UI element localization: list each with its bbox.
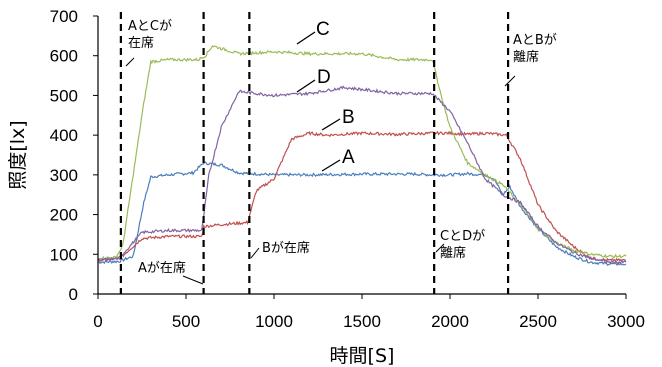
x-axis-title: 時間[S] [330, 345, 395, 367]
annotation-box [126, 17, 182, 53]
y-tick-label: 300 [50, 166, 78, 185]
series-layer [97, 45, 627, 266]
series-label-d: D [317, 67, 331, 88]
series-line-d [97, 85, 627, 265]
x-tick-label: 2000 [431, 312, 469, 331]
series-label-leader [321, 159, 341, 172]
series-line-c [97, 45, 627, 261]
annotation-leader [182, 275, 204, 285]
annotation-2: Aが在席 [136, 259, 204, 285]
annotation-text: AとBが [513, 33, 557, 48]
y-tick-label: 100 [50, 245, 78, 264]
annotation-box [260, 239, 316, 258]
series-label-leader [296, 79, 316, 93]
annotation-leader [504, 75, 516, 87]
series-label-b: B [342, 107, 355, 128]
series-labels: AB C D [296, 19, 355, 172]
annotation-leader [125, 57, 135, 67]
annotation-text: 離席 [440, 245, 466, 261]
x-tick-label: 3000 [607, 312, 645, 331]
annotation-text: Aが在席 [138, 260, 186, 276]
x-tick-label: 0 [93, 312, 102, 331]
y-tick-label: 700 [50, 7, 78, 26]
annotation-text: 離席 [513, 49, 539, 65]
annotation-text: CとDが [440, 229, 485, 244]
ticks: 0 500 1000 1500 2000 2500 3000 0 100 200 300 400 500… [50, 7, 645, 331]
y-tick-label: 200 [50, 206, 78, 225]
x-tick-label: 500 [172, 312, 200, 331]
annotation-leader [250, 247, 260, 259]
y-tick-label: 0 [69, 285, 78, 304]
x-tick-label: 2500 [519, 312, 557, 331]
x-tick-label: 1500 [343, 312, 381, 331]
annotation-text: AとCが [128, 19, 172, 34]
annotation-box [438, 227, 494, 263]
y-tick-label: 500 [50, 86, 78, 105]
annotation-box [136, 259, 192, 278]
series-label-c: C [316, 19, 330, 40]
series-label-leader [321, 118, 341, 131]
series-line-a [97, 161, 627, 266]
series-line-b [97, 130, 627, 263]
series-label-a: A [342, 147, 355, 168]
annotation-text: 在席 [128, 35, 154, 51]
annotation-leader [435, 243, 445, 253]
annotation-3: Bが在席 [250, 239, 316, 259]
annotation-box [511, 31, 567, 67]
series-label-leader [296, 31, 316, 45]
x-tick-label: 1000 [255, 312, 293, 331]
y-tick-label: 400 [50, 126, 78, 145]
annotation-text: Bが在席 [262, 240, 310, 256]
y-tick-label: 600 [50, 47, 78, 66]
y-axis-title: 照度[lx] [7, 120, 29, 189]
